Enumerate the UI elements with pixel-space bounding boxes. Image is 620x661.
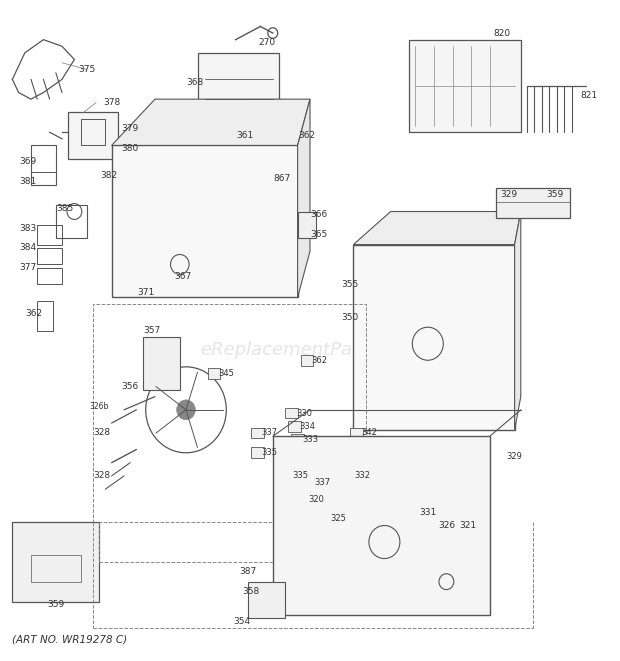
Text: 350: 350 xyxy=(342,313,359,322)
Text: 357: 357 xyxy=(143,326,161,335)
Text: 332: 332 xyxy=(355,471,371,481)
Text: 359: 359 xyxy=(47,600,64,609)
Text: 328: 328 xyxy=(94,471,111,481)
Bar xyxy=(288,421,301,432)
Text: eReplacementParts.com: eReplacementParts.com xyxy=(200,341,420,360)
Bar xyxy=(31,555,81,582)
Text: 384: 384 xyxy=(19,243,37,253)
Text: 362: 362 xyxy=(311,356,327,365)
Text: 377: 377 xyxy=(19,263,37,272)
Bar xyxy=(298,494,310,504)
Text: 375: 375 xyxy=(78,65,95,74)
Bar xyxy=(350,428,363,438)
Text: (ART NO. WR19278 C): (ART NO. WR19278 C) xyxy=(12,635,128,644)
Text: 359: 359 xyxy=(546,190,564,200)
Text: 335: 335 xyxy=(262,448,278,457)
Bar xyxy=(81,119,105,145)
Text: 331: 331 xyxy=(419,508,436,517)
Bar xyxy=(12,522,99,602)
Bar xyxy=(285,116,304,152)
Text: 867: 867 xyxy=(273,174,291,183)
Text: 342: 342 xyxy=(361,428,377,438)
Polygon shape xyxy=(112,99,310,145)
Bar xyxy=(353,245,515,430)
Bar xyxy=(248,99,282,152)
Text: 325: 325 xyxy=(330,514,346,524)
Text: 329: 329 xyxy=(500,190,517,200)
Text: 381: 381 xyxy=(19,177,37,186)
Text: 369: 369 xyxy=(19,157,37,167)
Text: 356: 356 xyxy=(122,382,139,391)
Bar xyxy=(112,145,298,297)
Text: 358: 358 xyxy=(242,587,260,596)
Bar xyxy=(68,112,118,159)
Bar xyxy=(285,408,298,418)
Text: 820: 820 xyxy=(494,28,511,38)
Text: 329: 329 xyxy=(507,451,523,461)
Bar xyxy=(298,212,316,238)
Text: 328: 328 xyxy=(94,428,111,438)
Bar xyxy=(93,304,366,522)
Text: 355: 355 xyxy=(342,280,359,289)
Text: 365: 365 xyxy=(311,230,328,239)
Text: 326b: 326b xyxy=(89,402,109,411)
Text: 379: 379 xyxy=(122,124,139,134)
Bar xyxy=(208,368,220,379)
Text: 385: 385 xyxy=(56,204,74,213)
Text: 270: 270 xyxy=(258,38,275,48)
Bar xyxy=(37,301,53,330)
Text: 345: 345 xyxy=(218,369,234,378)
Text: 383: 383 xyxy=(19,223,37,233)
Bar xyxy=(251,447,264,458)
Text: 361: 361 xyxy=(236,131,254,140)
Polygon shape xyxy=(298,99,310,297)
Bar xyxy=(251,428,264,438)
Bar xyxy=(248,582,285,618)
Bar xyxy=(37,225,62,245)
Text: 366: 366 xyxy=(311,210,328,219)
Bar xyxy=(143,337,180,390)
Text: 320: 320 xyxy=(308,494,324,504)
Text: 382: 382 xyxy=(100,171,117,180)
Text: 335: 335 xyxy=(293,471,309,481)
Bar xyxy=(301,355,313,366)
Text: 337: 337 xyxy=(262,428,278,438)
Bar xyxy=(37,248,62,264)
Text: 378: 378 xyxy=(103,98,120,107)
Text: 380: 380 xyxy=(122,144,139,153)
Bar xyxy=(37,268,62,284)
Circle shape xyxy=(177,400,195,420)
Text: 334: 334 xyxy=(299,422,315,431)
Text: 321: 321 xyxy=(459,521,477,530)
Bar xyxy=(56,205,87,238)
Bar xyxy=(282,471,294,481)
Bar xyxy=(319,514,332,524)
Bar xyxy=(273,436,490,615)
Text: 371: 371 xyxy=(137,288,154,297)
Text: 354: 354 xyxy=(233,617,250,626)
Polygon shape xyxy=(515,212,521,430)
Bar xyxy=(409,40,521,132)
Text: 368: 368 xyxy=(187,78,204,87)
Bar xyxy=(31,145,56,185)
Text: 387: 387 xyxy=(239,567,257,576)
Text: 333: 333 xyxy=(302,435,318,444)
Text: 362: 362 xyxy=(25,309,43,319)
Bar xyxy=(291,434,304,445)
Polygon shape xyxy=(353,212,521,245)
Text: 330: 330 xyxy=(296,408,312,418)
Bar xyxy=(254,145,279,185)
Bar xyxy=(198,53,279,119)
Text: 821: 821 xyxy=(580,91,598,100)
Text: 337: 337 xyxy=(314,478,330,487)
Bar xyxy=(496,188,570,218)
Text: 326: 326 xyxy=(438,521,455,530)
Bar xyxy=(344,471,356,481)
Text: 367: 367 xyxy=(174,272,192,281)
Bar xyxy=(304,477,316,488)
Text: 362: 362 xyxy=(298,131,316,140)
